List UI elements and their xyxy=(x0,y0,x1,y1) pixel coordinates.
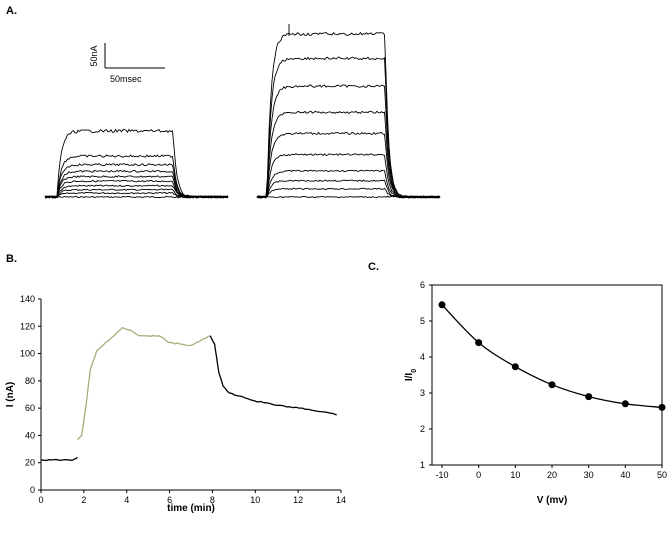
panel-c-y-tick-label: 3 xyxy=(420,388,425,398)
panel-label-a: A. xyxy=(6,5,17,17)
panel-c-point-2 xyxy=(475,339,483,347)
scale-bar-current-label: 50nA xyxy=(89,45,99,66)
panel-c-x-tick-label: 40 xyxy=(620,470,630,480)
panel-c-frame xyxy=(431,284,663,466)
panel-b-x-tick-label: 8 xyxy=(210,495,215,505)
scale-bar: 50nA 50msec xyxy=(89,43,165,84)
panel-b-y-tick-label: 140 xyxy=(20,294,35,304)
panel-c-x-tick-label: 20 xyxy=(547,470,557,480)
panel-c-x-axis-title: V (mv) xyxy=(537,495,568,506)
panel-c-point-1 xyxy=(438,301,446,309)
panel-b-y-tick-label: 120 xyxy=(20,321,35,331)
panel-b-y-tick-label: 80 xyxy=(25,376,35,386)
panel-b-series-2 xyxy=(77,326,211,441)
panel-b-series xyxy=(40,326,337,462)
panel-c-axes: 1 2 3 4 5 6 -10 0 10 20 30 40 50 xyxy=(420,280,667,480)
trace-1-6 xyxy=(44,175,229,199)
panel-b-x-tick-label: 6 xyxy=(167,495,172,505)
panel-c-x-tick-label: 30 xyxy=(584,470,594,480)
panel-b-x-tick-label: 12 xyxy=(293,495,303,505)
trace-2-9 xyxy=(256,56,441,199)
panel-c-y-axis-subscript: 0 xyxy=(411,369,418,373)
panel-c-y-tick-label: 1 xyxy=(420,460,425,470)
panel-b-x-tick-label: 10 xyxy=(250,495,260,505)
panel-b-y-tick-label: 40 xyxy=(25,430,35,440)
panel-c-x-tick-label: 0 xyxy=(476,470,481,480)
panel-c-x-tick-label: 10 xyxy=(510,470,520,480)
panel-c-y-tick-label: 4 xyxy=(420,352,425,362)
panel-b-chart: 0 20 40 60 80 100 120 140 0 2 4 6 8 10 12 14 time (min)… xyxy=(5,294,346,514)
panel-c-y-axis-title: I/I0 xyxy=(404,369,418,381)
panel-c-y-tick-label: 6 xyxy=(420,280,425,290)
scale-bar-time-label: 50msec xyxy=(110,74,142,84)
panel-b-y-tick-label: 20 xyxy=(25,458,35,468)
panel-c-point-3 xyxy=(511,363,519,371)
panel-c-x-tick-label: 50 xyxy=(657,470,667,480)
panel-b-x-tick-label: 2 xyxy=(81,495,86,505)
trace-1-10 xyxy=(44,128,229,199)
trace-2-2 xyxy=(256,187,441,199)
trace-2-10 xyxy=(256,32,441,199)
panel-label-b: B. xyxy=(6,253,17,265)
panel-c-fit-curve xyxy=(441,304,663,409)
panel-c-y-axis-main: I/I xyxy=(404,373,415,382)
panel-b-series-3 xyxy=(209,335,337,416)
panel-b-axes: 0 20 40 60 80 100 120 140 0 2 4 6 8 10 12 14 xyxy=(20,294,346,505)
panel-c-point-4 xyxy=(548,381,556,389)
panel-label-c: C. xyxy=(368,261,379,273)
panel-b-y-tick-label: 0 xyxy=(30,485,35,495)
trace-1-5 xyxy=(44,179,229,199)
panel-b-x-tick-label: 0 xyxy=(38,495,43,505)
panel-c-point-6 xyxy=(621,400,629,408)
panel-c-point-7 xyxy=(658,403,666,411)
panel-b-y-axis-title: I (nA) xyxy=(5,382,16,408)
panel-c-points xyxy=(438,301,666,411)
panel-b-y-tick-label: 100 xyxy=(20,349,35,359)
panel-c-y-tick-label: 5 xyxy=(420,316,425,326)
panel-c-y-tick-label: 2 xyxy=(420,424,425,434)
panel-b-series-1 xyxy=(40,456,78,462)
panel-a-traces xyxy=(44,24,441,199)
trace-2-4 xyxy=(256,169,441,199)
panel-c-fit xyxy=(441,304,663,409)
panel-b-x-tick-label: 14 xyxy=(336,495,346,505)
panel-b-y-tick-label: 60 xyxy=(25,403,35,413)
trace-1-9 xyxy=(44,154,229,199)
panel-b-x-axis-title: time (min) xyxy=(167,503,215,514)
panel-c-point-5 xyxy=(585,393,593,401)
trace-2-5 xyxy=(256,153,441,199)
trace-1-7 xyxy=(44,169,229,199)
panel-b-x-tick-label: 4 xyxy=(124,495,129,505)
panel-c-x-tick-label: -10 xyxy=(435,470,448,480)
